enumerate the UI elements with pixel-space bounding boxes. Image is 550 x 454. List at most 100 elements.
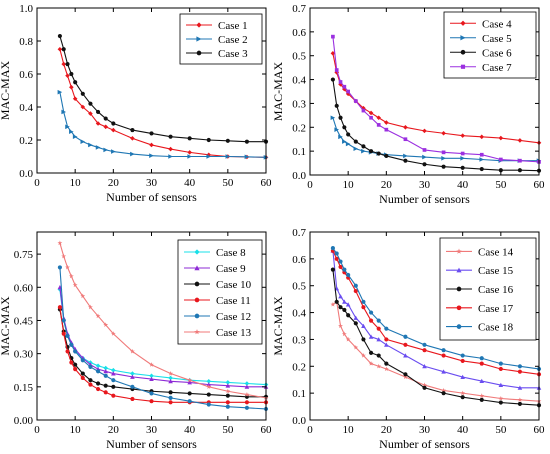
data-point-case-7: [369, 115, 373, 120]
data-point-case-13: [130, 348, 135, 354]
data-point-case-4: [368, 110, 374, 116]
data-point-case-6: [368, 149, 374, 154]
data-point-case-7: [441, 150, 446, 155]
legend: Case 8 Case 9 Case 10 Case 11 Case 12 Case 13: [177, 239, 263, 345]
data-point-case-4: [498, 135, 504, 141]
data-point-case-7: [331, 34, 335, 39]
data-point-case-15: [342, 299, 347, 304]
x-axis-label: Number of sensors: [106, 190, 197, 204]
series-line-case-9: [59, 287, 266, 388]
data-point-case-15: [460, 374, 465, 379]
legend-swatch-marker: [194, 281, 200, 287]
data-point-case-2: [225, 154, 231, 159]
data-point-case-18: [368, 310, 374, 315]
data-point-case-6: [498, 168, 503, 173]
data-point-case-16: [498, 400, 503, 405]
data-point-case-5: [334, 127, 340, 132]
legend-label: Case 12: [216, 311, 251, 323]
data-point-case-2: [149, 153, 154, 158]
data-point-case-2: [61, 109, 67, 115]
data-point-case-1: [57, 46, 63, 52]
data-point-case-15: [368, 334, 374, 339]
data-point-case-17: [422, 348, 427, 353]
data-point-case-3: [206, 137, 211, 143]
data-point-case-11: [111, 393, 116, 398]
legend-label: Case 13: [216, 327, 252, 339]
data-point-case-5: [479, 157, 485, 162]
data-point-case-10: [187, 391, 192, 396]
data-point-case-2: [69, 129, 74, 135]
data-point-case-10: [103, 383, 108, 388]
data-point-case-5: [342, 139, 347, 144]
x-axis-label: Number of sensors: [106, 437, 197, 451]
data-point-case-1: [80, 104, 86, 110]
data-point-case-12: [65, 333, 70, 339]
data-point-case-4: [460, 133, 465, 138]
data-point-case-1: [130, 136, 135, 141]
data-point-case-13: [110, 331, 116, 336]
data-point-case-13: [149, 362, 154, 367]
data-point-case-14: [498, 395, 504, 401]
legend: Case 14 Case 15 Case 16 Case 17 Case 18: [439, 237, 537, 341]
data-point-case-18: [384, 326, 389, 331]
y-tick-label: 0.3: [292, 98, 306, 110]
data-point-case-12: [225, 404, 230, 409]
y-tick-label: 0.0: [292, 170, 306, 182]
y-tick-label: 0.6: [292, 254, 306, 266]
data-point-case-8: [149, 373, 154, 379]
data-point-case-2: [95, 145, 101, 150]
data-point-case-3: [57, 33, 62, 39]
data-point-case-4: [441, 130, 446, 136]
data-point-case-16: [338, 305, 343, 310]
data-point-case-16: [403, 372, 408, 377]
data-point-case-14: [403, 374, 408, 380]
data-point-case-7: [403, 137, 408, 142]
data-point-case-1: [72, 96, 78, 102]
data-point-case-15: [403, 353, 408, 358]
data-point-case-3: [61, 47, 66, 52]
panel-2: 0 10 20 30 40 50 60 0.0 0.1 0.2 0.3 0.4 0.5 0.6 0.7 Num…: [271, 3, 545, 206]
y-tick-label: 0.75: [14, 249, 34, 261]
data-point-case-15: [338, 294, 343, 299]
data-point-case-7: [376, 123, 381, 127]
data-point-case-11: [244, 400, 249, 405]
data-point-case-18: [330, 246, 335, 251]
data-point-case-2: [65, 124, 70, 130]
data-point-case-17: [498, 366, 503, 372]
legend-label: Case 8: [216, 247, 246, 259]
data-point-case-3: [187, 136, 192, 141]
legend-swatch-marker: [194, 265, 200, 271]
data-point-case-5: [330, 115, 336, 121]
data-point-case-14: [376, 363, 382, 369]
data-point-case-7: [479, 152, 484, 157]
data-point-case-18: [441, 348, 446, 353]
data-point-case-13: [206, 384, 212, 389]
data-point-case-17: [441, 353, 446, 358]
legend-label: Case 18: [478, 322, 514, 334]
data-point-case-15: [498, 382, 504, 388]
data-point-case-3: [225, 138, 230, 143]
data-point-case-18: [342, 267, 347, 272]
legend-swatch-marker: [456, 286, 462, 292]
panel-1: 0 10 20 30 40 50 60 0.0 0.2 0.4 0.6 0.8 1.0 Number of…: [0, 3, 272, 204]
data-point-case-18: [479, 356, 484, 361]
x-tick-label: 20: [108, 177, 120, 189]
data-point-case-2: [168, 154, 173, 159]
data-point-case-7: [338, 80, 343, 84]
data-point-case-12: [187, 399, 192, 404]
data-point-case-2: [80, 139, 86, 144]
data-point-case-4: [422, 128, 427, 134]
y-tick-label: 0.00: [14, 415, 34, 427]
legend-swatch-marker: [196, 50, 202, 56]
data-point-case-11: [95, 386, 101, 392]
data-point-case-4: [517, 138, 523, 143]
data-point-case-6: [361, 144, 366, 149]
data-point-case-8: [103, 365, 108, 371]
data-point-case-12: [80, 358, 85, 363]
data-point-case-16: [368, 350, 374, 355]
data-point-case-7: [361, 108, 366, 113]
y-tick-label: 0.6: [19, 69, 33, 81]
data-point-case-6: [460, 165, 465, 170]
data-point-case-16: [346, 313, 351, 318]
data-point-case-5: [460, 156, 465, 161]
